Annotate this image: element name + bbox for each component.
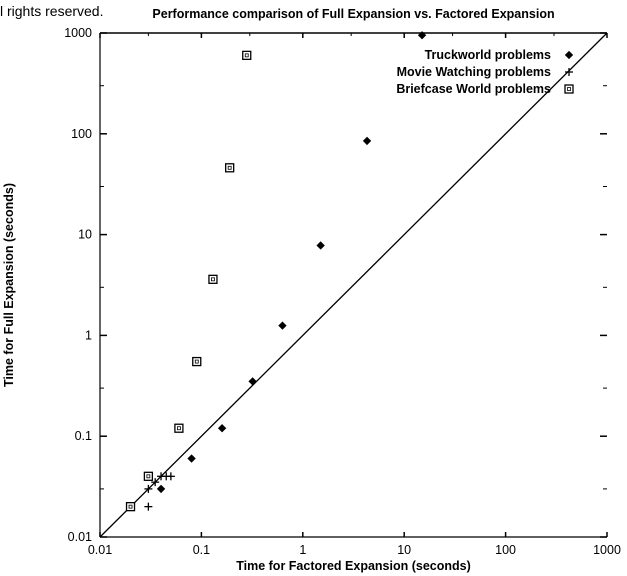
reference-line-group <box>99 32 608 538</box>
square-outer <box>143 471 154 481</box>
x-tick-label: 10 <box>397 543 411 557</box>
square-inner <box>227 165 232 170</box>
square-outer <box>192 356 202 367</box>
plus-point <box>144 484 153 493</box>
reference-line <box>99 32 608 538</box>
square-point <box>174 423 184 433</box>
square-inner <box>146 474 151 479</box>
diamond-point <box>362 136 372 146</box>
square-point <box>242 50 252 61</box>
diamond-point <box>316 241 325 250</box>
square-inner <box>128 504 133 509</box>
square-point <box>143 471 154 481</box>
diamond-point <box>248 377 257 386</box>
y-tick-label: 10 <box>78 228 92 242</box>
legend-marker-diamond <box>564 50 574 60</box>
diamond-point <box>156 484 166 494</box>
x-tick-label: 0.01 <box>88 543 112 557</box>
x-tick-label: 1000 <box>593 543 621 557</box>
square-outer <box>242 50 252 61</box>
diamond-point <box>217 424 227 433</box>
plus-point <box>144 502 153 511</box>
chart-title: Performance comparison of Full Expansion… <box>152 7 555 21</box>
square-outer <box>564 84 574 94</box>
square-point <box>225 163 235 173</box>
legend-label: Briefcase World problems <box>396 82 551 96</box>
y-tick-label: 0.1 <box>75 429 92 443</box>
square-outer <box>225 163 235 173</box>
square-inner <box>177 426 181 431</box>
square-outer <box>125 502 136 512</box>
square-point <box>125 502 136 512</box>
data-points <box>125 31 427 512</box>
legend-label: Truckworld problems <box>425 48 551 62</box>
legend-marker-square <box>564 84 574 94</box>
square-inner <box>567 87 571 91</box>
x-tick-label: 1 <box>299 543 306 557</box>
square-inner <box>211 277 215 282</box>
y-axis-label: Time for Full Expansion (seconds) <box>2 183 16 387</box>
plus-point <box>151 478 160 487</box>
copyright-text: l rights reserved. <box>0 3 104 19</box>
x-tick-label: 100 <box>495 543 516 557</box>
legend-marker-plus <box>565 68 573 76</box>
plot-frame <box>99 32 607 538</box>
legend: Truckworld problems Movie Watching proble… <box>396 48 574 96</box>
square-inner <box>244 53 249 58</box>
square-inner <box>194 359 199 364</box>
x-axis-label: Time for Factored Expansion (seconds) <box>236 559 471 573</box>
y-tick-label: 0.01 <box>68 530 92 544</box>
y-tick-label: 100 <box>71 127 92 141</box>
diamond-point <box>187 454 196 463</box>
diamond-point <box>417 31 427 40</box>
diamond-point <box>278 321 287 330</box>
plus-point <box>166 472 175 481</box>
square-outer <box>208 274 218 284</box>
square-point <box>192 356 202 367</box>
y-tick-label: 1 <box>85 328 92 342</box>
legend-label: Movie Watching problems <box>397 65 551 79</box>
x-tick-label: 0.1 <box>193 543 210 557</box>
y-tick-label: 1000 <box>64 26 92 40</box>
square-point <box>208 274 218 284</box>
square-outer <box>174 423 184 433</box>
